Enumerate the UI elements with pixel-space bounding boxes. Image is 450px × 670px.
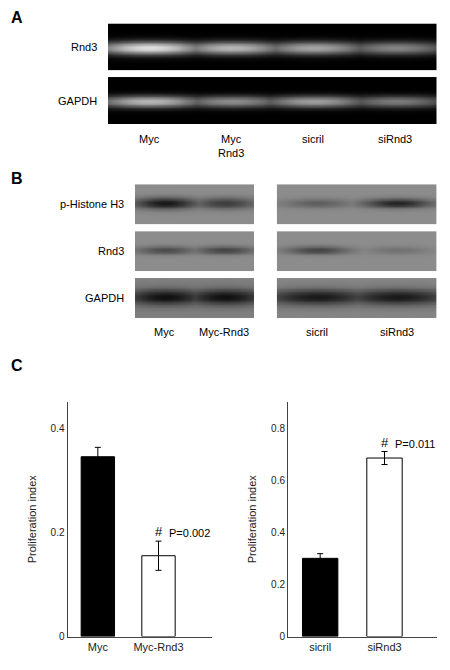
svg-text:sicril: sicril — [306, 326, 328, 338]
svg-text:P=0.011: P=0.011 — [395, 438, 435, 450]
svg-text:Proliferation index: Proliferation index — [26, 475, 38, 564]
svg-text:sicril: sicril — [309, 641, 331, 653]
svg-text:#: # — [155, 524, 163, 539]
svg-text:GAPDH: GAPDH — [58, 95, 97, 107]
svg-text:A: A — [11, 9, 23, 26]
svg-text:Myc: Myc — [154, 326, 175, 338]
svg-text:MycRnd3: MycRnd3 — [218, 133, 244, 159]
svg-text:#: # — [381, 435, 389, 450]
svg-text:Myc: Myc — [139, 133, 160, 145]
svg-text:GAPDH: GAPDH — [85, 292, 124, 304]
svg-text:0.6: 0.6 — [271, 475, 285, 486]
svg-text:C: C — [11, 357, 23, 374]
svg-text:Rnd3: Rnd3 — [98, 245, 124, 257]
svg-text:Myc: Myc — [88, 641, 109, 653]
svg-text:0: 0 — [59, 631, 65, 642]
svg-text:0.2: 0.2 — [51, 527, 65, 538]
svg-text:p-Histone H3: p-Histone H3 — [60, 198, 124, 210]
svg-text:Myc-Rnd3: Myc-Rnd3 — [133, 641, 183, 653]
svg-text:B: B — [11, 170, 23, 187]
svg-text:0.2: 0.2 — [271, 579, 285, 590]
svg-text:sicril: sicril — [302, 133, 324, 145]
svg-text:siRnd3: siRnd3 — [367, 641, 401, 653]
svg-text:Rnd3: Rnd3 — [71, 41, 97, 53]
svg-text:0.8: 0.8 — [271, 423, 285, 434]
svg-text:0.4: 0.4 — [51, 423, 65, 434]
svg-text:Myc-Rnd3: Myc-Rnd3 — [199, 326, 249, 338]
svg-text:0.4: 0.4 — [271, 527, 285, 538]
svg-text:siRnd3: siRnd3 — [380, 326, 414, 338]
svg-text:siRnd3: siRnd3 — [378, 133, 412, 145]
svg-text:P=0.002: P=0.002 — [169, 527, 210, 539]
svg-text:0: 0 — [279, 631, 285, 642]
svg-text:Proliferation index: Proliferation index — [246, 475, 258, 564]
